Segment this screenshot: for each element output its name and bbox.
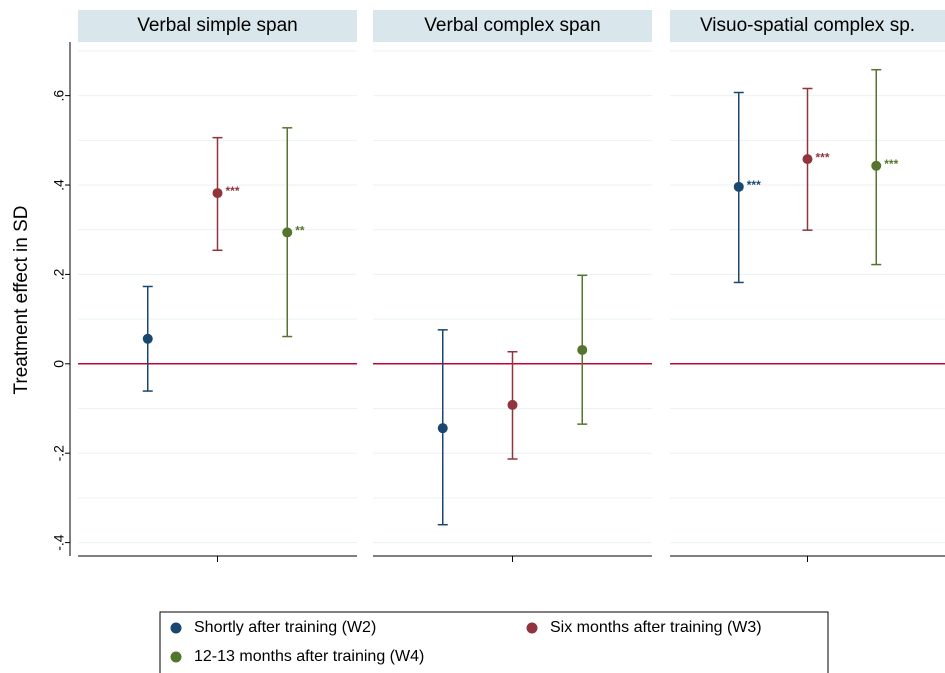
significance: *** — [816, 150, 830, 164]
significance: *** — [226, 184, 240, 198]
legend-label: Shortly after training (W2) — [194, 619, 376, 636]
significance: *** — [884, 157, 898, 171]
significance: ** — [295, 224, 305, 238]
legend-marker — [170, 622, 182, 634]
panel-title: Visuo-spatial complex sp. — [700, 15, 915, 36]
legend-marker — [526, 622, 538, 634]
point — [871, 160, 882, 171]
point — [437, 423, 448, 434]
y-tick-label: -.4 — [51, 534, 67, 551]
point — [212, 188, 223, 199]
panel-title-bg — [373, 10, 652, 42]
significance: *** — [747, 178, 761, 192]
point — [577, 344, 588, 355]
point — [733, 181, 744, 192]
panel-title-bg — [78, 10, 357, 42]
point — [142, 333, 153, 344]
point — [282, 227, 293, 238]
point — [507, 399, 518, 410]
y-tick-label: -.2 — [51, 445, 67, 462]
panel-title-bg — [670, 10, 945, 42]
y-tick-label: .6 — [51, 90, 67, 102]
point — [802, 154, 813, 165]
y-axis-label: Treatment effect in SD — [11, 205, 32, 394]
y-tick-label: .4 — [51, 179, 67, 191]
legend-marker — [170, 651, 182, 663]
panel-title: Verbal complex span — [424, 15, 600, 36]
legend-label: 12-13 months after training (W4) — [194, 648, 424, 665]
legend-box — [159, 611, 829, 673]
y-tick-label: 0 — [51, 360, 67, 368]
y-tick-label: .2 — [51, 268, 67, 280]
legend-label: Six months after training (W3) — [550, 619, 762, 636]
panel-title: Verbal simple span — [137, 15, 298, 36]
